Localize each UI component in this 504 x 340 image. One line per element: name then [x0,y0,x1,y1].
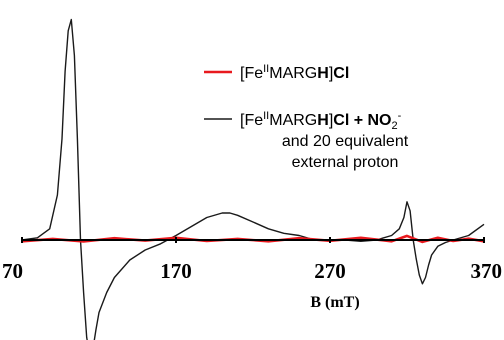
x-axis-ticks: 70 170 270 370 [2,237,502,283]
legend: [FeIIMARGH]Cl [FeIIMARGH]Cl + NO2-and 20 … [204,63,409,171]
series-line-black [21,18,485,340]
series-lines [21,18,485,340]
x-tick-label: 370 [471,259,503,283]
x-tick-label: 270 [314,259,346,283]
legend-label-line3: external proton [292,154,399,171]
x-tick-label: 70 [2,259,23,283]
legend-label: [FeIIMARGH]Cl + NO2- [240,110,402,132]
x-axis-title: B (mT) [310,294,359,311]
series-line-red [21,234,485,244]
x-tick-label: 170 [160,259,192,283]
legend-label-line2: and 20 equivalent [282,133,409,150]
legend-label: [FeIIMARGH]Cl [240,63,349,82]
